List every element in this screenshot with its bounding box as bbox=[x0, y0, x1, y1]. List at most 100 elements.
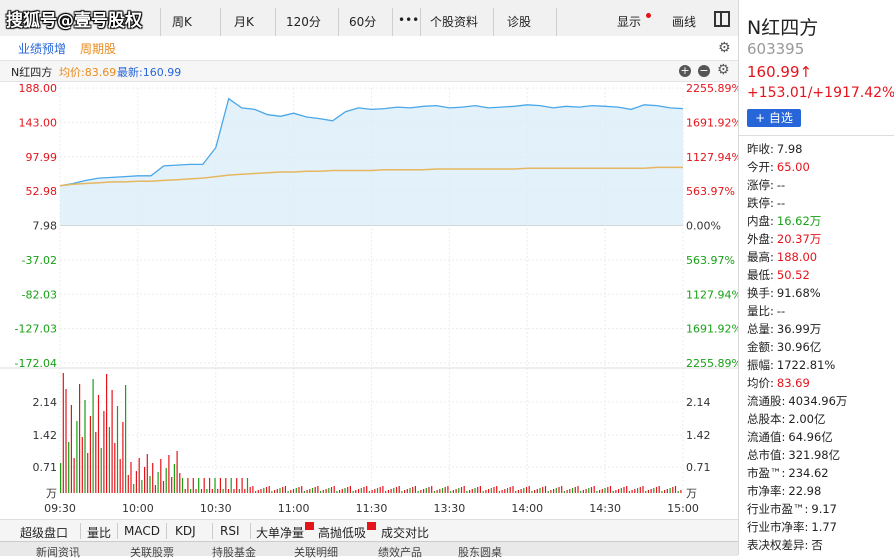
stat-label: 最低: bbox=[747, 268, 774, 282]
stat-row: 行业市净率: 1.77 bbox=[747, 519, 837, 535]
notification-dot bbox=[646, 13, 651, 18]
volume-bar bbox=[626, 486, 628, 493]
volume-bar bbox=[206, 489, 208, 493]
volume-bar bbox=[111, 390, 113, 493]
volume-bar bbox=[612, 491, 614, 493]
stat-label: 换手: bbox=[747, 286, 774, 300]
indicator-tab[interactable]: 超级盘口 bbox=[20, 526, 69, 540]
stat-value: 321.98亿 bbox=[788, 448, 841, 462]
volume-bar bbox=[539, 488, 541, 493]
indicator-tab[interactable]: 大单净量 bbox=[256, 526, 305, 540]
weekly-k-button[interactable]: 周K bbox=[172, 15, 192, 29]
toolbar-divider bbox=[420, 8, 421, 36]
volume-bar bbox=[599, 490, 601, 493]
volume-bar bbox=[531, 491, 533, 493]
zoom-in-icon[interactable]: + bbox=[679, 64, 691, 77]
volume-bar bbox=[360, 488, 362, 493]
volume-bar bbox=[349, 486, 351, 493]
volume-bar bbox=[645, 491, 647, 493]
indicator-tab[interactable]: 高抛低吸 bbox=[318, 526, 367, 540]
volume-bar bbox=[490, 488, 492, 493]
diagnose-button[interactable]: 诊股 bbox=[507, 15, 532, 29]
volume-bar bbox=[436, 490, 438, 493]
min120-button[interactable]: 120分 bbox=[286, 15, 321, 29]
stat-value: 36.99万 bbox=[776, 322, 822, 336]
volume-bar bbox=[363, 487, 365, 493]
indicator-tab[interactable]: 成交对比 bbox=[381, 526, 430, 540]
stat-row: 总股本: 2.00亿 bbox=[747, 411, 825, 427]
volume-bar bbox=[162, 481, 165, 493]
volume-bar bbox=[330, 487, 333, 493]
avg-price-label: 均价:83.69 bbox=[59, 66, 117, 79]
volume-bar bbox=[257, 490, 259, 493]
volume-axis-left-label: 1.42 bbox=[33, 429, 58, 442]
volume-bar bbox=[463, 486, 465, 493]
bottom-tab[interactable]: 关联股票 bbox=[130, 546, 174, 559]
volume-bar bbox=[268, 486, 270, 493]
stat-value: 1.77 bbox=[811, 520, 837, 534]
indicator-tab[interactable]: RSI bbox=[220, 524, 240, 538]
y-axis-left-label: -172.04 bbox=[15, 357, 57, 370]
draw-line-button[interactable]: 画线 bbox=[672, 15, 697, 29]
volume-bar bbox=[634, 489, 636, 493]
min60-button[interactable]: 60分 bbox=[349, 15, 377, 29]
indicator-bar bbox=[0, 519, 738, 542]
volume-bar bbox=[149, 476, 151, 493]
add-watchlist-button[interactable]: + 自选 bbox=[747, 109, 801, 127]
volume-bar bbox=[536, 489, 538, 493]
volume-bar bbox=[517, 490, 519, 493]
bottom-tab[interactable]: 关联明细 bbox=[294, 546, 338, 559]
indicator-tab[interactable]: 量比 bbox=[87, 526, 112, 540]
volume-bar bbox=[474, 488, 476, 493]
chart-settings-icon[interactable]: ⚙ bbox=[717, 62, 730, 78]
volume-bar bbox=[506, 488, 509, 493]
bottom-tab[interactable]: 新闻资讯 bbox=[36, 546, 80, 559]
stock-profile-button[interactable]: 个股资料 bbox=[430, 15, 479, 29]
settings-gear-icon[interactable]: ⚙ bbox=[718, 40, 731, 56]
volume-bar bbox=[385, 491, 387, 493]
volume-bar bbox=[333, 486, 335, 493]
stat-value: 30.96亿 bbox=[776, 340, 822, 354]
bottom-tab[interactable]: 股东圆桌 bbox=[458, 546, 502, 559]
stat-value: 65.00 bbox=[776, 160, 810, 174]
stat-label: 昨收: bbox=[747, 142, 774, 156]
indicator-tab[interactable]: MACD bbox=[124, 524, 160, 538]
volume-bar bbox=[404, 490, 406, 493]
tab-cyclical[interactable]: 周期股 bbox=[80, 42, 117, 56]
volume-bar bbox=[379, 487, 381, 493]
volume-bar bbox=[493, 487, 495, 493]
volume-bar bbox=[133, 484, 135, 493]
volume-bar bbox=[425, 488, 427, 493]
stat-label: 金额: bbox=[747, 340, 774, 354]
volume-bar bbox=[647, 490, 649, 493]
volume-bar bbox=[322, 490, 324, 493]
volume-bar bbox=[368, 491, 370, 493]
more-button[interactable]: ••• bbox=[398, 13, 420, 27]
monthly-k-button[interactable]: 月K bbox=[234, 15, 254, 29]
bottom-tab[interactable]: 绩效产品 bbox=[378, 546, 422, 559]
volume-bar bbox=[190, 489, 192, 493]
stat-label: 均价: bbox=[747, 376, 774, 390]
volume-bar bbox=[433, 491, 435, 493]
zoom-out-icon[interactable]: − bbox=[698, 64, 710, 77]
volume-bar bbox=[244, 489, 246, 493]
time-axis-label: 10:30 bbox=[200, 502, 232, 515]
volume-bar bbox=[582, 490, 584, 493]
display-button[interactable]: 显示 bbox=[617, 15, 642, 29]
tab-performance-up[interactable]: 业绩预增 bbox=[18, 42, 67, 56]
indicator-tab[interactable]: KDJ bbox=[175, 524, 196, 538]
volume-bar bbox=[574, 487, 576, 493]
chart-header bbox=[0, 60, 738, 82]
layout-toggle-icon[interactable] bbox=[714, 11, 730, 27]
bottom-tab[interactable]: 持股基金 bbox=[212, 546, 256, 559]
volume-bar bbox=[558, 487, 560, 493]
volume-bar bbox=[650, 489, 652, 493]
stat-row: 总市值: 321.98亿 bbox=[747, 447, 840, 463]
volume-bar bbox=[569, 489, 571, 493]
volume-bar bbox=[655, 487, 658, 493]
quote-panel: N红四方 603395 160.99↑ +153.01/+1917.42% + … bbox=[738, 0, 894, 555]
time-axis-label: 15:00 bbox=[667, 502, 699, 515]
volume-bar bbox=[209, 478, 211, 493]
price-line bbox=[59, 97, 684, 187]
stat-value: 9.17 bbox=[811, 502, 837, 516]
